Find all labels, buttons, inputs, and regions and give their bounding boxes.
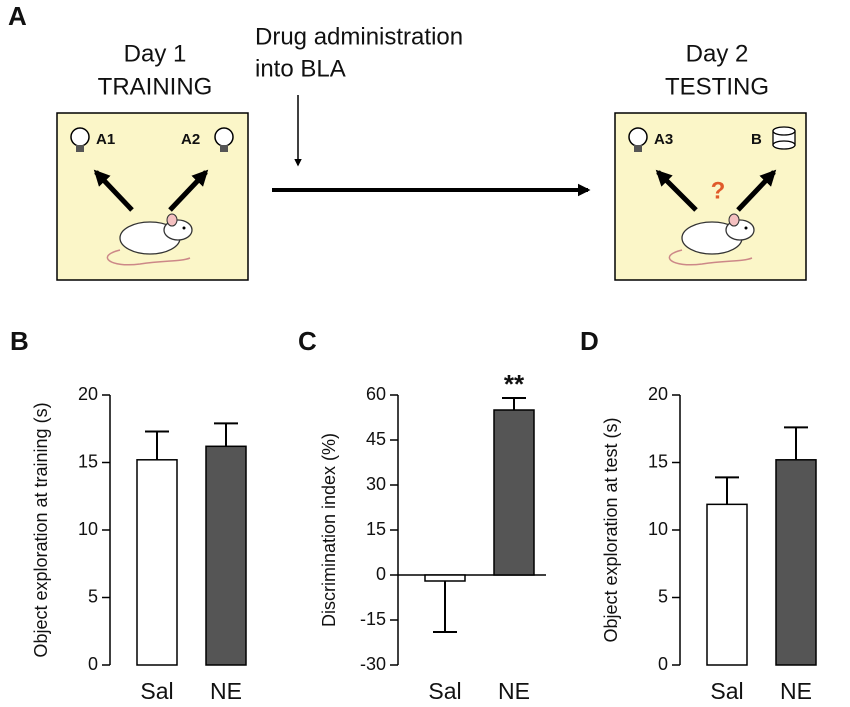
object-label: A3: [654, 131, 673, 148]
x-tick-label: NE: [210, 678, 242, 704]
y-tick-label: -15: [360, 609, 386, 629]
bar: [205, 445, 247, 666]
x-tick-label: NE: [780, 678, 812, 704]
x-tick-label: Sal: [428, 678, 461, 704]
bar: [493, 409, 535, 576]
panel-label: A: [8, 1, 27, 31]
day-label: Day 1: [124, 40, 187, 67]
y-tick-label: 20: [648, 384, 668, 404]
x-tick-label: Sal: [710, 678, 743, 704]
arrow: [93, 169, 134, 212]
panel-label: D: [580, 326, 599, 356]
y-tick-label: -30: [360, 654, 386, 674]
y-tick-label: 5: [88, 586, 98, 606]
object-label: B: [751, 131, 762, 148]
object-label: A1: [96, 131, 115, 148]
y-axis-label: Object exploration at test (s): [601, 417, 621, 642]
y-tick-label: 5: [658, 586, 668, 606]
annotation: **: [504, 369, 525, 399]
y-tick-label: 10: [78, 519, 98, 539]
object: [772, 126, 796, 150]
panel-a: A Day 1 TRAINING Drug administration int…: [8, 1, 807, 281]
y-tick-label: 20: [78, 384, 98, 404]
y-tick-label: 45: [366, 429, 386, 449]
x-tick-label: Sal: [140, 678, 173, 704]
y-tick-label: 10: [648, 519, 668, 539]
arrow: [168, 169, 209, 212]
y-tick-label: 15: [366, 519, 386, 539]
y-tick-label: 60: [366, 384, 386, 404]
question-mark: ?: [711, 177, 726, 204]
arrow: [655, 169, 698, 212]
y-tick-label: 0: [376, 564, 386, 584]
y-tick-label: 15: [78, 451, 98, 471]
y-tick-label: 0: [88, 654, 98, 674]
y-tick-label: 30: [366, 474, 386, 494]
x-tick-label: NE: [498, 678, 530, 704]
day-label: Day 2: [686, 40, 749, 67]
arrow: [736, 169, 777, 212]
y-tick-label: 15: [648, 451, 668, 471]
panel-label: B: [10, 326, 29, 356]
drug-label: Drug administration: [255, 23, 463, 50]
drug-label: into BLA: [255, 55, 346, 82]
panel-label: C: [298, 326, 317, 356]
bar: [706, 503, 748, 666]
y-tick-label: 0: [658, 654, 668, 674]
phase-label: TRAINING: [98, 73, 213, 100]
y-axis-label: Discrimination index (%): [319, 433, 339, 627]
bar: [136, 459, 178, 666]
phase-label: TESTING: [665, 73, 769, 100]
bar: [775, 459, 817, 666]
object-label: A2: [181, 131, 200, 148]
y-axis-label: Object exploration at training (s): [31, 402, 51, 657]
bar: [424, 574, 466, 582]
